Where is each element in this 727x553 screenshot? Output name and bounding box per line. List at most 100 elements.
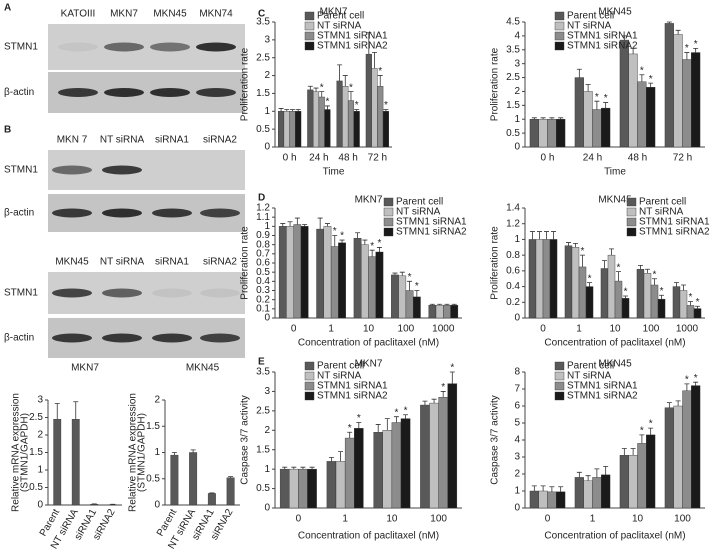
bar	[574, 77, 584, 148]
lane-label: siRNA2	[203, 135, 237, 146]
error-bar	[377, 75, 383, 87]
significance: *	[640, 65, 644, 76]
y-tick-label: 0	[264, 142, 270, 153]
lane-label: siRNA2	[203, 257, 237, 268]
y-tick-label: 2.5	[29, 412, 43, 423]
y-tick-label: 7	[514, 384, 520, 395]
bar	[547, 119, 557, 148]
y-tick-label: 2	[37, 430, 43, 441]
bar	[330, 246, 339, 319]
x-tick-label: 10	[632, 514, 644, 525]
error-bar	[637, 264, 643, 270]
blot-band	[102, 333, 142, 343]
bar	[646, 434, 656, 509]
y-tick-label: 1	[514, 486, 520, 497]
panel-letter: D	[258, 193, 265, 204]
error-bar	[383, 109, 389, 112]
bar	[283, 111, 290, 148]
y-tick-label: 0	[514, 313, 520, 324]
x-tick-label: 1	[342, 514, 348, 525]
x-axis-label: Concentration of paclitaxel (nM)	[544, 531, 685, 542]
error-bar	[295, 109, 301, 112]
bar	[571, 247, 580, 319]
legend-label: NT siRNA	[567, 371, 612, 382]
significance: *	[408, 272, 412, 283]
legend-swatch	[626, 207, 637, 217]
bar	[316, 228, 325, 319]
error-bar	[302, 224, 308, 227]
y-tick-label: 3.5	[506, 44, 520, 55]
y-axis-label: (STMN1/GAPDH)	[20, 413, 31, 492]
error-bar	[407, 280, 413, 291]
bar	[368, 256, 376, 319]
y-tick-label: 1.1	[256, 212, 270, 223]
y-tick-label: 1	[264, 221, 270, 232]
chart-title: MKN45	[598, 7, 632, 18]
y-tick-label: 0.8	[256, 239, 270, 250]
y-tick-label: 0.3	[256, 285, 270, 296]
bar	[335, 461, 346, 509]
legend-swatch	[626, 197, 637, 207]
error-bar	[319, 91, 325, 97]
bar	[583, 480, 593, 509]
chart-title: MKN45	[598, 359, 632, 370]
legend-swatch	[554, 41, 565, 51]
y-tick-label: 0.5	[256, 124, 270, 135]
error-bar	[356, 422, 362, 429]
blot-band	[52, 208, 92, 218]
y-tick-label: 1	[514, 234, 520, 245]
x-tick-label: 100	[674, 514, 691, 525]
bar	[450, 304, 459, 319]
blot-band	[52, 333, 92, 343]
error-bar	[451, 303, 457, 306]
legend-label: STMN1 siRNA2	[639, 227, 710, 238]
error-bar	[558, 486, 564, 492]
bar	[342, 86, 349, 148]
blot-band	[58, 88, 98, 97]
lane-label: siRNA1	[155, 135, 189, 146]
legend-label: STMN1 siRNA1	[639, 217, 710, 228]
error-bar	[688, 301, 694, 306]
error-bar	[693, 381, 699, 386]
y-tick-label: 1.2	[256, 203, 270, 214]
row-label: β-actin	[4, 208, 34, 219]
x-tick-label: 10	[386, 514, 398, 525]
legend-swatch	[626, 217, 637, 227]
y-axis-label: Caspase 3/7 activity	[240, 395, 251, 485]
error-bar	[603, 102, 609, 109]
legend-label: STMN1 siRNA1	[567, 381, 638, 392]
chart-title: MKN7	[71, 363, 99, 374]
y-tick-label: 3.5	[256, 17, 270, 28]
error-bar	[171, 452, 177, 456]
error-bar	[348, 91, 354, 101]
error-bar	[693, 47, 699, 53]
lane-label: KATOIII	[61, 9, 96, 20]
bar	[574, 477, 584, 509]
x-tick-label: 72 h	[368, 153, 387, 164]
error-bar	[375, 424, 381, 433]
error-bar	[332, 235, 338, 247]
error-bar	[209, 492, 215, 494]
bar	[619, 455, 629, 509]
y-axis-label: Proliferation rate	[490, 226, 501, 300]
legend-swatch	[304, 381, 315, 391]
significance: *	[394, 407, 398, 418]
bar	[170, 454, 179, 506]
significance: *	[348, 423, 352, 434]
legend-swatch	[383, 197, 394, 207]
error-bar	[313, 87, 319, 92]
error-bar	[384, 418, 390, 431]
error-bar	[648, 82, 654, 88]
significance: *	[624, 287, 628, 298]
legend-label: STMN1 siRNA2	[396, 227, 467, 238]
bar	[207, 493, 216, 506]
x-tick-label: 0	[291, 324, 297, 335]
significance: *	[333, 226, 337, 237]
legend-label: NT siRNA	[317, 21, 362, 32]
error-bar	[444, 303, 450, 306]
y-tick-label: 0	[154, 500, 160, 511]
error-bar	[300, 466, 306, 470]
error-bar	[369, 249, 375, 257]
bar	[412, 296, 421, 319]
